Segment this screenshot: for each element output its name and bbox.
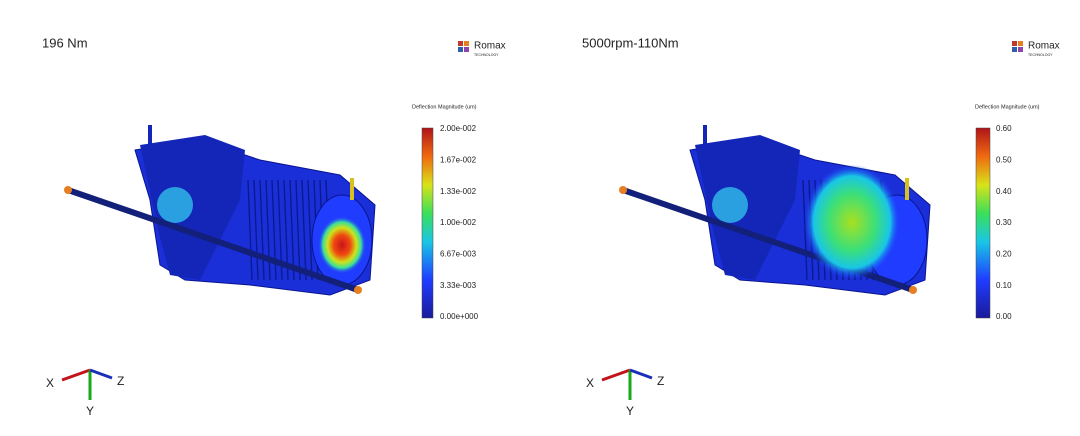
pipe	[712, 187, 748, 223]
fin	[265, 179, 271, 281]
logo-tile	[1012, 47, 1017, 52]
color-bar	[421, 127, 434, 319]
x-arrow	[601, 368, 631, 382]
logo-tile	[458, 41, 463, 46]
legend-title: Deflection Magnitude (um)	[975, 104, 1040, 110]
z-label: Z	[117, 374, 124, 388]
legend-label: 0.00	[996, 312, 1012, 321]
y-label: Y	[86, 404, 94, 418]
logo-tile	[464, 41, 469, 46]
z-label: Z	[657, 374, 664, 388]
legend-label: 1.33e-002	[440, 187, 477, 196]
legend-label: 6.67e-003	[440, 249, 477, 258]
fin	[301, 179, 307, 281]
logo-tile	[458, 47, 463, 52]
z-arrow	[89, 368, 113, 380]
legend-label: 1.67e-002	[440, 155, 477, 164]
shaft-end	[354, 286, 362, 294]
x-label: X	[586, 376, 594, 390]
axis-triad: X Y Z	[46, 368, 124, 418]
legend-label: 0.60	[996, 124, 1012, 133]
legend-title: Deflection Magnitude (um)	[412, 104, 477, 110]
legend-label: 0.50	[996, 155, 1012, 164]
logo-name: Romax	[474, 41, 506, 52]
axis-triad: X Y Z	[586, 368, 664, 418]
hotspot	[804, 164, 900, 280]
logo-sub: TECHNOLOGY	[474, 53, 499, 57]
panel-title: 196 Nm	[42, 35, 88, 50]
fin	[253, 179, 259, 281]
legend-label: 0.10	[996, 281, 1012, 290]
legend-label: 1.00e-002	[440, 218, 477, 227]
shaft	[67, 187, 359, 293]
pipe	[157, 187, 193, 223]
legend-label: 0.40	[996, 187, 1012, 196]
logo-tile	[464, 47, 469, 52]
legend-label: 0.00e+000	[440, 312, 479, 321]
fin	[289, 179, 295, 281]
fin	[259, 179, 265, 281]
fea-model	[64, 125, 376, 296]
x-arrow	[61, 368, 91, 382]
logo-tile	[1018, 41, 1023, 46]
z-arrow	[629, 368, 653, 380]
hotspot	[318, 216, 366, 274]
y-label: Y	[626, 404, 634, 418]
x-label: X	[46, 376, 54, 390]
logo-tile	[1018, 47, 1023, 52]
legend-label: 0.20	[996, 249, 1012, 258]
fin	[295, 179, 301, 281]
color-bar	[975, 127, 991, 319]
logo-tile	[1012, 41, 1017, 46]
panel-title: 5000rpm-110Nm	[582, 35, 679, 50]
logo-name: Romax	[1028, 41, 1060, 52]
legend-label: 3.33e-003	[440, 281, 477, 290]
shaft-end	[619, 186, 627, 194]
fin	[307, 179, 313, 281]
legend-label: 2.00e-002	[440, 124, 477, 133]
logo-sub: TECHNOLOGY	[1028, 53, 1053, 57]
fin	[247, 179, 253, 281]
legend-label: 0.30	[996, 218, 1012, 227]
shaft-end	[909, 286, 917, 294]
shaft-end	[64, 186, 72, 194]
